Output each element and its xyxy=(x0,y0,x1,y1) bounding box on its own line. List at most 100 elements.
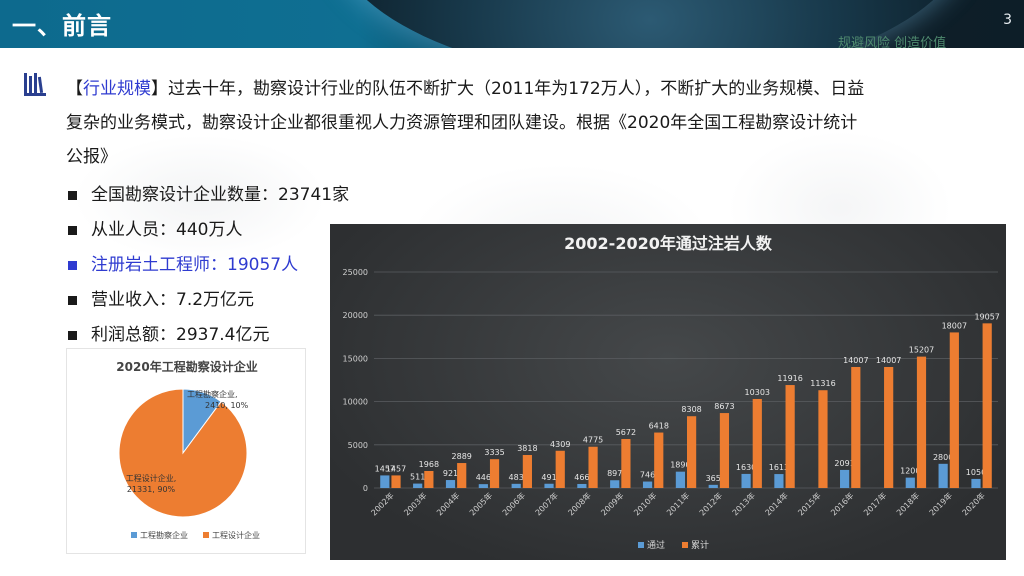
y-tick-label: 10000 xyxy=(343,398,368,407)
bar-通过 xyxy=(577,483,587,488)
bar-通过 xyxy=(380,475,390,488)
bar-legend-label: 通过 xyxy=(647,539,665,551)
bar-data-label: 2800 xyxy=(933,453,953,462)
y-tick-label: 25000 xyxy=(343,268,368,277)
x-tick-label: 2014年 xyxy=(763,490,790,517)
slide-title: 一、前言 xyxy=(12,12,112,40)
square-bullet-icon xyxy=(68,261,77,270)
bookshelf-icon xyxy=(24,73,46,96)
pie-title: 2020年工程勘察设计企业 xyxy=(116,359,257,374)
bar-data-label: 8673 xyxy=(714,402,734,411)
x-tick-label: 2004年 xyxy=(434,490,461,517)
page-number: 3 xyxy=(1003,12,1012,28)
bar-累计 xyxy=(457,463,467,488)
bar-累计 xyxy=(588,446,598,488)
bar-data-label: 1968 xyxy=(419,460,439,469)
bar-data-label: 3335 xyxy=(484,448,504,457)
x-tick-label: 2018年 xyxy=(894,490,921,517)
bar-data-label: 15207 xyxy=(909,346,934,355)
intro-line-1: 【行业规模】过去十年，勘察设计行业的队伍不断扩大（2011年为172万人），不断… xyxy=(66,79,865,99)
bar-通过 xyxy=(774,474,784,488)
slogan-text: 规避风险 创造价值 xyxy=(838,36,947,48)
intro-line-2: 复杂的业务模式，勘察设计企业都很重视人力资源管理和团队建设。根据《2020年全国… xyxy=(66,113,858,133)
y-tick-label: 15000 xyxy=(343,354,368,363)
bar-累计 xyxy=(884,366,894,488)
bar-通过 xyxy=(544,483,554,488)
x-tick-label: 2003年 xyxy=(402,490,429,517)
x-tick-label: 2009年 xyxy=(599,490,626,517)
bar-通过 xyxy=(610,480,620,488)
y-tick-label: 0 xyxy=(363,484,368,493)
bar-data-label: 746 xyxy=(640,471,655,480)
bar-通过 xyxy=(741,473,751,488)
bar-通过 xyxy=(478,484,488,488)
x-tick-label: 2011年 xyxy=(664,490,691,517)
x-tick-label: 2017年 xyxy=(861,490,888,517)
bar-data-label: 11916 xyxy=(777,374,802,383)
x-tick-label: 2006年 xyxy=(500,490,527,517)
bar-data-label: 511 xyxy=(410,473,425,482)
bar-累计 xyxy=(851,366,861,488)
bar-累计 xyxy=(916,356,927,488)
bar-累计 xyxy=(687,416,697,488)
bar-chart-title: 2002-2020年通过注岩人数 xyxy=(564,234,773,253)
bar-data-label: 5672 xyxy=(616,428,636,437)
industry-scale-tag: 行业规模 xyxy=(83,79,151,99)
x-tick-label: 2010年 xyxy=(631,490,658,517)
bar-data-label: 3818 xyxy=(517,444,537,453)
stat-employees: 从业人员：440万人 xyxy=(66,213,349,248)
bar-data-label: 483 xyxy=(509,473,524,482)
bar-通过 xyxy=(445,480,456,488)
legend-swatch xyxy=(203,532,209,538)
x-tick-label: 2016年 xyxy=(829,490,856,517)
bar-累计 xyxy=(719,413,730,488)
bar-data-label: 4775 xyxy=(583,436,603,445)
bar-累计 xyxy=(424,470,434,488)
bar-通过 xyxy=(938,463,948,488)
bar-通过 xyxy=(840,469,850,488)
pie-chart-panel: 2020年工程勘察设计企业 工程勘察企业, 2410, 10% 工程设计企业, 2133… xyxy=(66,348,306,554)
bar-data-label: 365 xyxy=(706,474,721,483)
square-bullet-icon xyxy=(68,226,77,235)
bar-累计 xyxy=(489,459,500,488)
stat-profit: 利润总额：2937.4亿元 xyxy=(66,318,349,353)
pie-legend-label: 工程勘察企业 xyxy=(140,530,188,540)
bar-data-label: 14007 xyxy=(876,356,901,365)
pie-data-label: 2410, 10% xyxy=(205,401,249,410)
bar-data-label: 10303 xyxy=(745,388,770,397)
bar-累计 xyxy=(818,390,828,488)
bar-累计 xyxy=(785,385,795,488)
bar-chart: 2002-2020年通过注岩人数 0 5000 10000 15000 20000 2500… xyxy=(343,234,1000,551)
bar-通过 xyxy=(971,478,981,488)
pie-slice xyxy=(118,388,248,518)
bar-data-label: 1457 xyxy=(386,464,406,473)
bar-data-label: 2091 xyxy=(834,459,854,468)
title-banner: 一、前言 规避风险 创造价值 3 xyxy=(0,0,1024,48)
bar-累计 xyxy=(555,450,565,488)
intro-paragraph: 【行业规模】过去十年，勘察设计行业的队伍不断扩大（2011年为172万人），不断… xyxy=(66,72,986,174)
pie-data-label: 工程勘察企业, xyxy=(187,389,238,399)
square-bullet-icon xyxy=(68,191,77,200)
bar-通过 xyxy=(642,481,653,488)
bar-通过 xyxy=(905,477,915,488)
x-tick-label: 2019年 xyxy=(927,490,954,517)
bar-data-label: 1200 xyxy=(900,467,920,476)
bar-data-label: 1613 xyxy=(769,463,789,472)
bar-通过 xyxy=(675,471,685,488)
bar-通过 xyxy=(708,484,718,488)
bar-data-label: 491 xyxy=(541,473,556,482)
bar-data-label: 18007 xyxy=(942,321,967,330)
bar-累计 xyxy=(391,475,401,488)
x-tick-label: 2008年 xyxy=(566,490,593,517)
stat-enterprise-count: 全国勘察设计企业数量：23741家 xyxy=(66,178,349,213)
bar-data-label: 1890 xyxy=(670,461,690,470)
x-tick-label: 2002年 xyxy=(369,490,396,517)
bar-legend-label: 累计 xyxy=(691,539,709,551)
bar-data-label: 19057 xyxy=(974,312,999,321)
bar-累计 xyxy=(654,432,664,488)
square-bullet-icon xyxy=(68,331,77,340)
legend-swatch xyxy=(131,532,137,538)
legend-swatch xyxy=(638,542,644,548)
globe-image xyxy=(330,0,970,48)
